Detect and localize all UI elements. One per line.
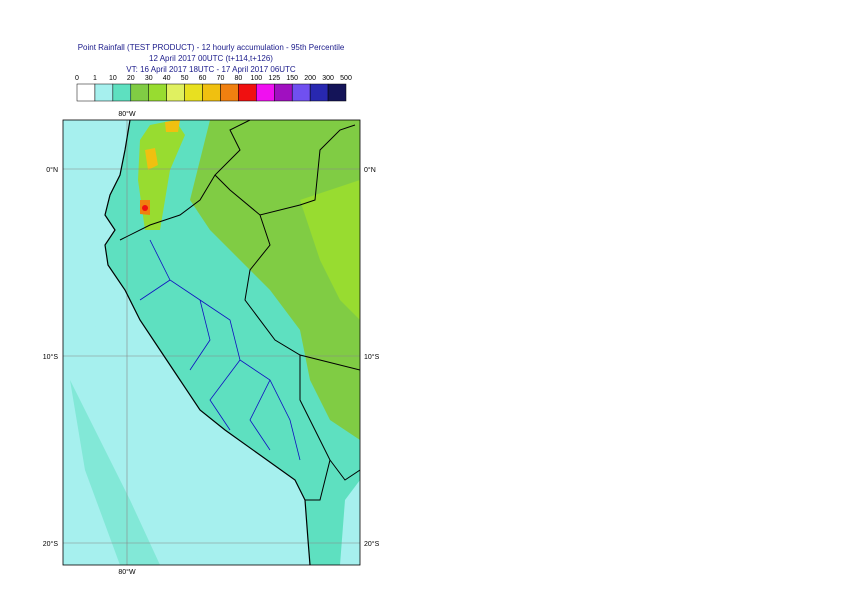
colorbar-label: 125 (268, 75, 280, 82)
colorbar-label: 30 (145, 75, 153, 82)
colorbar: 0 1 10 20 30 40 50 60 70 80 100 125 150 200 300 500 (75, 75, 352, 102)
lat-label: 0°N (364, 166, 376, 174)
lon-label: 80°W (118, 568, 136, 576)
colorbar-box (148, 83, 167, 102)
colorbar-label: 80 (235, 75, 243, 82)
colorbar-box (166, 83, 185, 102)
colorbar-box (256, 83, 275, 102)
validity: VT: 16 April 2017 18UTC - 17 April 2017 … (126, 65, 296, 74)
colorbar-box (184, 83, 203, 102)
colorbar-box (309, 83, 329, 102)
lat-label: 20°S (364, 540, 380, 548)
colorbar-label: 300 (322, 75, 334, 82)
colorbar-box (220, 83, 239, 102)
colorbar-box (76, 83, 96, 102)
colorbar-box (238, 83, 257, 102)
colorbar-label: 0 (75, 75, 79, 82)
colorbar-label: 20 (127, 75, 135, 82)
lat-label: 0°N (46, 166, 58, 174)
colorbar-label: 50 (181, 75, 189, 82)
colorbar-label: 1 (93, 75, 97, 82)
map-frame (62, 119, 361, 566)
colorbar-box (202, 83, 221, 102)
colorbar-label: 40 (163, 75, 171, 82)
colorbar-label: 10 (109, 75, 117, 82)
colorbar-box (94, 83, 114, 102)
colorbar-label: 100 (250, 75, 262, 82)
title: Point Rainfall (TEST PRODUCT) - 12 hourl… (78, 43, 345, 52)
colorbar-box (112, 83, 132, 102)
colorbar-label: 200 (304, 75, 316, 82)
colorbar-box (291, 83, 311, 102)
lat-label: 20°S (43, 540, 59, 548)
colorbar-box (130, 83, 149, 102)
colorbar-box (274, 83, 293, 102)
lat-label: 10°S (364, 353, 380, 361)
colorbar-box (327, 83, 347, 102)
subtitle: 12 April 2017 00UTC (t+114,t+126) (149, 54, 273, 63)
colorbar-label: 500 (340, 75, 352, 82)
lat-label: 10°S (43, 353, 59, 361)
map (63, 120, 360, 565)
lon-label: 80°W (118, 110, 136, 118)
colorbar-label: 150 (286, 75, 298, 82)
colorbar-label: 60 (199, 75, 207, 82)
colorbar-label: 70 (217, 75, 225, 82)
